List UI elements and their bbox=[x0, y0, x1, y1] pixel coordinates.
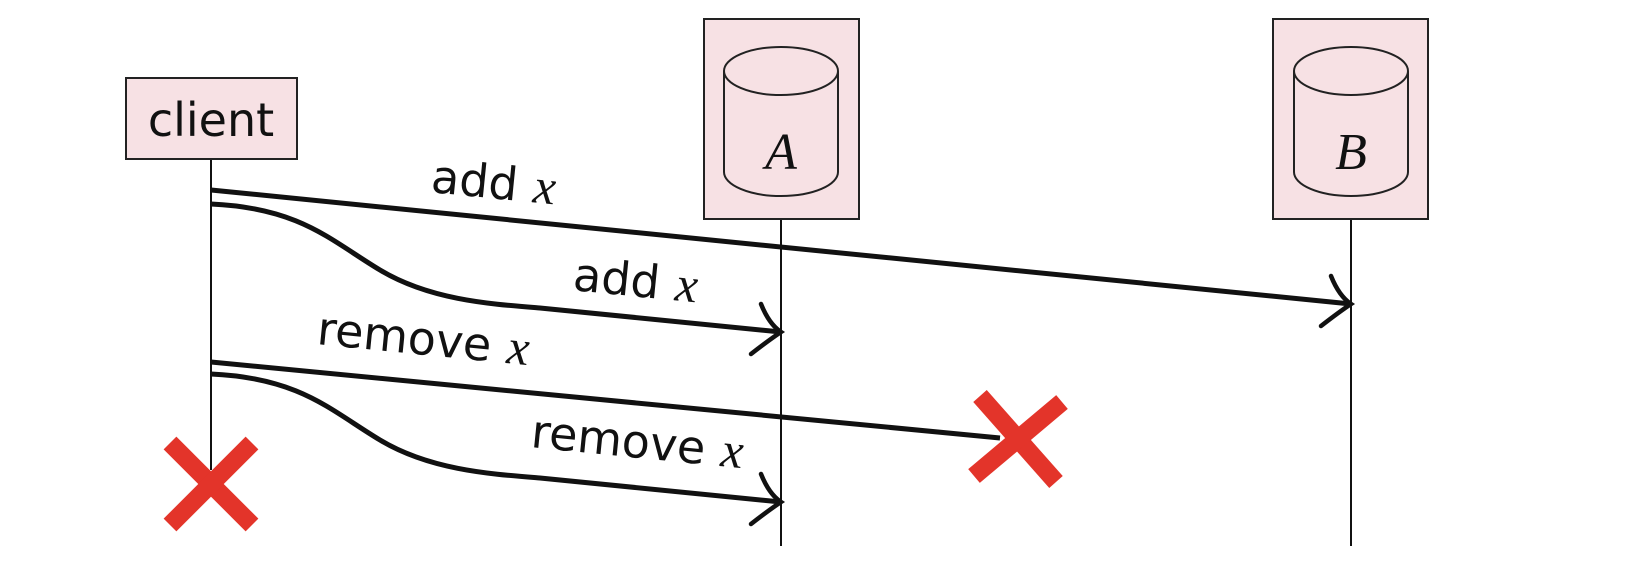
database-icon bbox=[1293, 46, 1409, 197]
message-label: add x bbox=[571, 245, 701, 313]
message-label: add x bbox=[429, 147, 559, 215]
database-b-label: B bbox=[1335, 124, 1367, 181]
arrowhead-icon bbox=[748, 471, 786, 527]
message-label: remove x bbox=[315, 299, 532, 376]
client-label: client bbox=[148, 93, 274, 147]
red-cross-icon bbox=[163, 436, 259, 532]
database-b-node: B bbox=[1272, 18, 1429, 220]
message-label: remove x bbox=[529, 402, 746, 479]
database-a-node: A bbox=[703, 18, 860, 220]
red-cross-icon bbox=[968, 390, 1068, 488]
message-add-to-b: add x bbox=[210, 147, 1356, 329]
arrowhead-icon bbox=[1318, 273, 1356, 329]
database-icon bbox=[723, 46, 839, 197]
database-a-label: A bbox=[762, 124, 797, 181]
arrowhead-icon bbox=[748, 301, 786, 357]
message-remove-to-a: remove x bbox=[210, 371, 786, 527]
client-node: client bbox=[125, 77, 298, 160]
message-add-to-a: add x bbox=[210, 201, 786, 357]
